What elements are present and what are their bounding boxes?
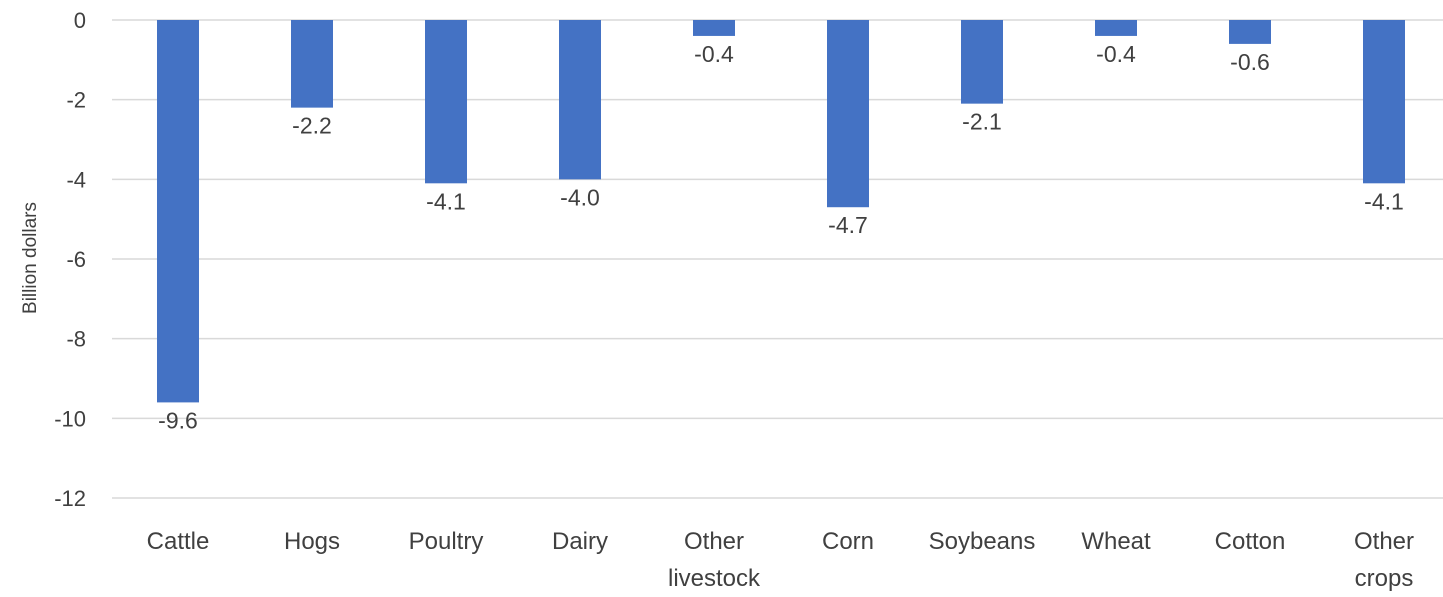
category-labels: Cattle Hogs Poultry Dairy Other livestock Corn… [147,528,1414,592]
data-label: -9.6 [158,407,198,433]
bar [291,20,333,108]
category-label-line: Other [1354,528,1414,555]
bars [157,20,1405,403]
y-tick-label: -12 [54,486,86,511]
category-label: Poultry [409,528,484,555]
category-label: Cotton [1215,528,1286,555]
y-axis-title: Billion dollars [20,202,41,314]
category-label-line: Cattle [147,528,210,555]
bar [827,20,869,208]
bar [425,20,467,184]
y-tick-label: -8 [66,327,86,352]
category-label-line: Cotton [1215,528,1286,555]
bar [961,20,1003,104]
y-tick-label: -10 [54,406,86,431]
data-label: -2.1 [962,109,1002,135]
data-label: -0.4 [694,41,734,67]
y-tick-label: 0 [74,8,86,33]
y-tick-label: -2 [66,88,86,113]
category-label-line: Wheat [1081,528,1151,555]
y-axis-ticks: 0 -2 -4 -6 -8 -10 -12 [54,8,86,511]
category-label: Dairy [552,528,608,555]
data-labels: -9.6 -2.2 -4.1 -4.0 -0.4 -4.7 -2.1 -0.4 -0.6 -4.1 [158,41,1404,433]
bar [1229,20,1271,44]
data-label: -2.2 [292,113,332,139]
y-tick-label: -6 [66,247,86,272]
category-label-line: Dairy [552,528,608,555]
data-label: -4.1 [1364,188,1404,214]
data-label: -4.7 [828,212,868,238]
y-tick-label: -4 [66,167,86,192]
category-label-line: Other [684,528,744,555]
bar [1095,20,1137,36]
category-label: Soybeans [929,528,1036,555]
category-label-line: Corn [822,528,874,555]
category-label: Cattle [147,528,210,555]
data-label: -0.6 [1230,49,1270,75]
bar [1363,20,1405,184]
category-label: Corn [822,528,874,555]
bar [559,20,601,180]
category-label-line: livestock [668,565,761,592]
category-label: Other livestock [668,528,761,592]
category-label: Wheat [1081,528,1151,555]
data-label: -4.0 [560,184,600,210]
data-label: -0.4 [1096,41,1136,67]
category-label: Hogs [284,528,340,555]
data-label: -4.1 [426,188,466,214]
bar [693,20,735,36]
gridlines [112,19,1443,499]
category-label: Other crops [1354,528,1414,592]
bar [157,20,199,403]
category-label-line: Hogs [284,528,340,555]
category-label-line: Poultry [409,528,484,555]
category-label-line: crops [1355,565,1414,592]
category-label-line: Soybeans [929,528,1036,555]
